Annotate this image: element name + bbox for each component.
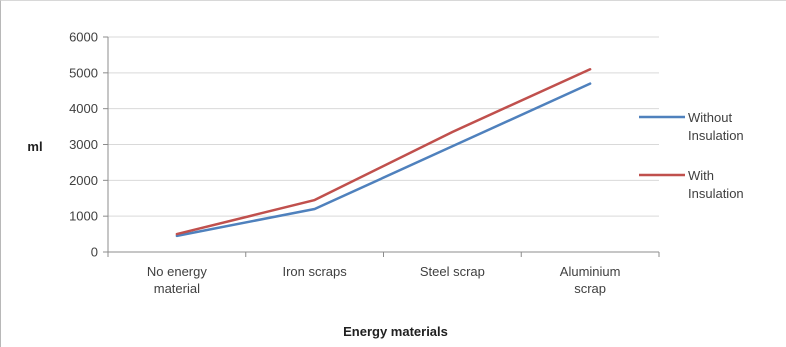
y-tick-labels: 0 1000 2000 3000 4000 5000 6000 [69, 30, 98, 260]
y-tick-label-5: 5000 [69, 65, 98, 80]
series-line-0 [175, 82, 592, 238]
legend-label-1: With Insulation [688, 168, 744, 201]
x-tick-label-1: Iron scraps [282, 264, 347, 279]
y-tick-label-2: 2000 [69, 173, 98, 188]
series-line-1 [175, 68, 592, 236]
y-axis-title: ml [27, 139, 42, 154]
y-tick-label-6: 6000 [69, 30, 98, 45]
x-tick-label-3: Aluminium scrap [560, 264, 621, 296]
x-tick-label-2: Steel scrap [420, 264, 485, 279]
series-lines [175, 68, 592, 238]
y-tick-label-3: 3000 [69, 137, 98, 152]
legend-label-0: Without Insulation [688, 110, 744, 143]
axes [103, 36, 660, 257]
x-axis-title: Energy materials [343, 324, 448, 339]
y-tick-label-0: 0 [91, 245, 98, 260]
x-tick-labels: No energy material Iron scraps Steel scrap A… [147, 264, 621, 296]
x-tick-label-0: No energy material [147, 264, 207, 296]
gridlines [108, 36, 659, 217]
legend: Without Insulation With Insulation [639, 110, 744, 201]
y-tick-label-4: 4000 [69, 101, 98, 116]
y-tick-label-1: 1000 [69, 209, 98, 224]
